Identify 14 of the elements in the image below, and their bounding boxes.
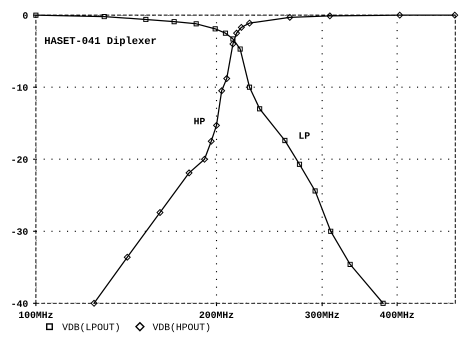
text: HASET-041 Diplexer — [44, 36, 156, 46]
y-tick-label: -40 — [12, 300, 28, 307]
x-tick-label: 100MHz — [19, 311, 53, 318]
x-tick-label: 200MHz — [200, 311, 234, 318]
annotation: HP — [194, 118, 205, 124]
legend-label: VDB(HPOUT) — [152, 323, 210, 332]
y-tick-label: -20 — [12, 156, 28, 163]
x-tick-label: 400MHz — [380, 311, 414, 318]
annotation: LP — [299, 132, 310, 139]
y-tick-label: -10 — [12, 84, 28, 91]
legend-label: VDB(LPOUT) — [62, 323, 119, 332]
y-tick-label: -30 — [12, 228, 28, 235]
x-tick-label: 300MHz — [305, 311, 339, 318]
y-tick-label: 0 — [22, 12, 28, 19]
